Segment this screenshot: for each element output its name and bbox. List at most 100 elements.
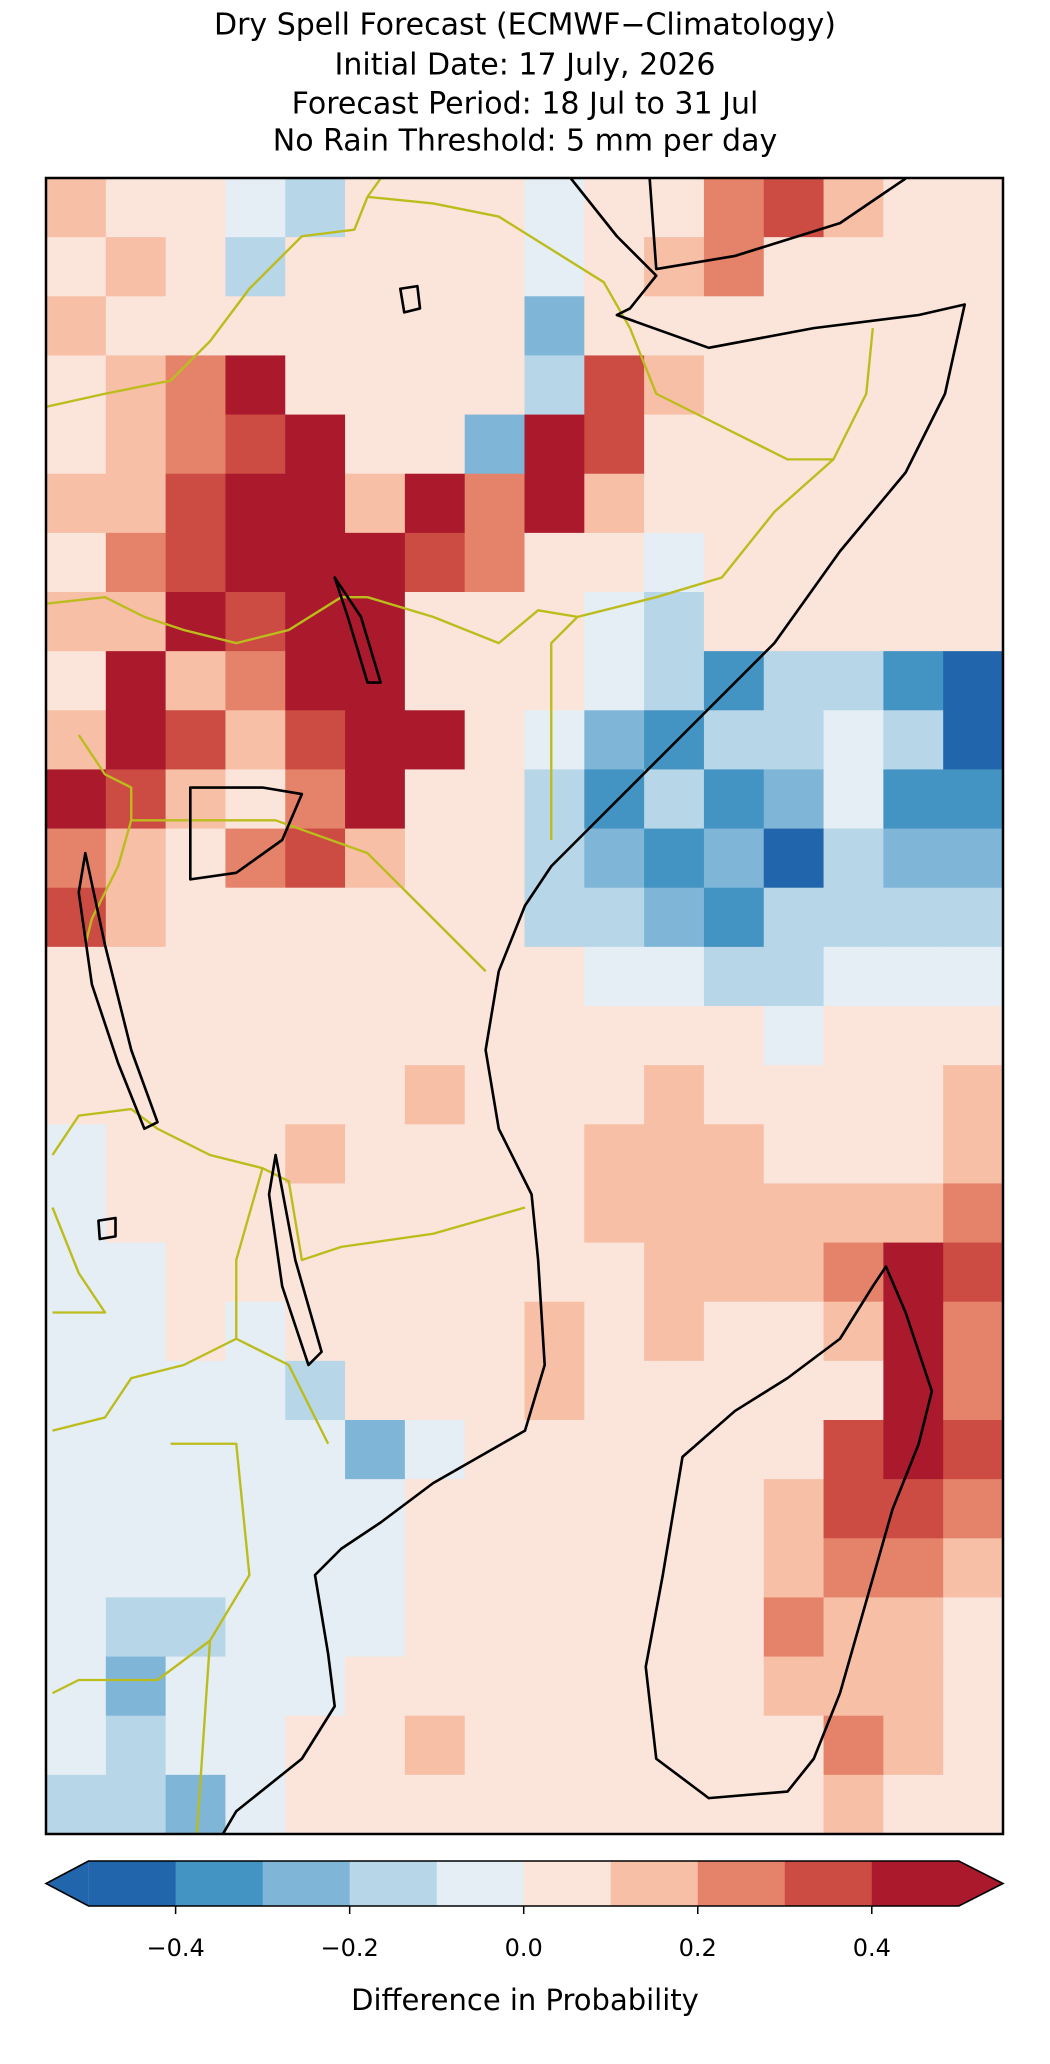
grid-cell (584, 651, 645, 711)
grid-cell (644, 1183, 705, 1244)
grid-cell (763, 237, 825, 297)
grid-cell (823, 828, 884, 889)
grid-cell (644, 1006, 705, 1066)
grid-cell (644, 1656, 705, 1717)
grid-cell (464, 1479, 526, 1539)
grid-cell (823, 1656, 884, 1717)
grid-cell (943, 473, 1003, 534)
grid-cell (46, 828, 107, 889)
grid-cell (943, 1183, 1003, 1244)
grid-cell (644, 1124, 705, 1185)
colorbar-bin (523, 1861, 612, 1906)
grid-cell (584, 1124, 645, 1185)
grid-cell (464, 1360, 526, 1421)
grid-cell (285, 828, 346, 889)
grid-cell (225, 178, 286, 238)
grid-cell (763, 355, 825, 416)
grid-cell (404, 1006, 466, 1066)
grid-cell (105, 296, 167, 357)
grid-cell (165, 532, 227, 593)
grid-cell (703, 1774, 765, 1834)
grid-cell (225, 296, 286, 357)
grid-cell (225, 414, 286, 475)
grid-cell (285, 1124, 346, 1185)
grid-cell (404, 769, 466, 830)
grid-cell (584, 1360, 645, 1421)
grid-cell (883, 1242, 944, 1303)
grid-cell (943, 651, 1003, 711)
grid-cell (763, 1006, 825, 1066)
grid-cell (345, 828, 406, 889)
grid-cell (464, 1242, 526, 1303)
grid-cell (46, 355, 107, 416)
grid-cell (703, 1597, 765, 1658)
grid-cell (883, 1774, 944, 1834)
grid-cell (644, 532, 705, 593)
grid-cell (644, 887, 705, 948)
grid-cell (524, 1479, 585, 1539)
grid-cell (225, 1597, 286, 1658)
grid-cell (883, 1183, 944, 1244)
grid-cell (703, 1656, 765, 1717)
grid-cell (46, 1715, 107, 1776)
grid-cell (943, 1006, 1003, 1066)
grid-cell (285, 237, 346, 297)
colorbar: −0.4 −0.2 0.0 0.2 0.4 (44, 1860, 1005, 1962)
grid-cell (763, 1420, 825, 1480)
grid-cell (943, 828, 1003, 889)
grid-cell (524, 1301, 585, 1362)
grid-cell (644, 296, 705, 357)
grid-cell (165, 710, 227, 771)
grid-cell (943, 237, 1003, 297)
grid-cell (943, 1715, 1003, 1776)
grid-cell (763, 828, 825, 889)
grid-cell (285, 1538, 346, 1599)
grid-cell (524, 1656, 585, 1717)
grid-cell (883, 1538, 944, 1599)
grid-cell (644, 828, 705, 889)
grid-cell (823, 1065, 884, 1125)
grid-cell (524, 296, 585, 357)
grid-cell (823, 1242, 884, 1303)
grid-cell (883, 414, 944, 475)
grid-cell (524, 1715, 585, 1776)
grid-cell (464, 237, 526, 297)
grid-cell (883, 1006, 944, 1066)
grid-cell (584, 532, 645, 593)
grid-cell (345, 1774, 406, 1834)
grid-cell (644, 592, 705, 652)
grid-cell (703, 710, 765, 771)
grid-cell (703, 1006, 765, 1066)
colorbar-bin (610, 1861, 699, 1906)
grid-cell (165, 887, 227, 948)
grid-cell (225, 355, 286, 416)
grid-cell (883, 710, 944, 771)
grid-cell (524, 1538, 585, 1599)
grid-cell (883, 651, 944, 711)
grid-cell (763, 1301, 825, 1362)
grid-cell (165, 1183, 227, 1244)
grid-cell (524, 355, 585, 416)
grid-cell (823, 1715, 884, 1776)
grid-cell (464, 1006, 526, 1066)
grid-cell (404, 1774, 466, 1834)
grid-cell (46, 1065, 107, 1125)
grid-cell (165, 651, 227, 711)
grid-cell (165, 1242, 227, 1303)
grid-cell (763, 1242, 825, 1303)
grid-cell (46, 1774, 107, 1834)
grid-cell (943, 414, 1003, 475)
grid-cell (105, 1479, 167, 1539)
grid-cell (345, 296, 406, 357)
grid-cell (165, 1656, 227, 1717)
grid-cell (703, 1065, 765, 1125)
grid-cell (703, 828, 765, 889)
grid-cell (345, 1538, 406, 1599)
grid-cell (105, 1242, 167, 1303)
grid-cell (823, 769, 884, 830)
grid-cell (225, 1656, 286, 1717)
grid-cell (644, 651, 705, 711)
grid-cell (464, 178, 526, 238)
grid-cell (823, 887, 884, 948)
grid-cell (883, 1124, 944, 1185)
